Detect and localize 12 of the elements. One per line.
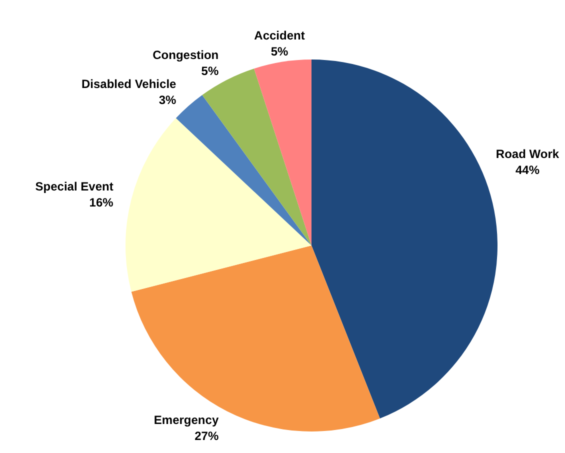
slice-label: Special Event: [35, 180, 114, 194]
data-label: 3%: [158, 93, 177, 108]
slice-label: Disabled Vehicle: [81, 77, 177, 92]
slice-label: Accident: [254, 28, 305, 42]
data-label: 16%: [89, 196, 114, 210]
slice-label: Congestion: [152, 48, 219, 62]
data-label: 44%: [515, 163, 540, 178]
slice-label: Emergency: [154, 412, 219, 427]
data-label: 5%: [201, 64, 219, 78]
data-label: 5%: [270, 44, 288, 58]
slice-label: Road Work: [496, 147, 560, 162]
data-label: 27%: [194, 428, 219, 443]
